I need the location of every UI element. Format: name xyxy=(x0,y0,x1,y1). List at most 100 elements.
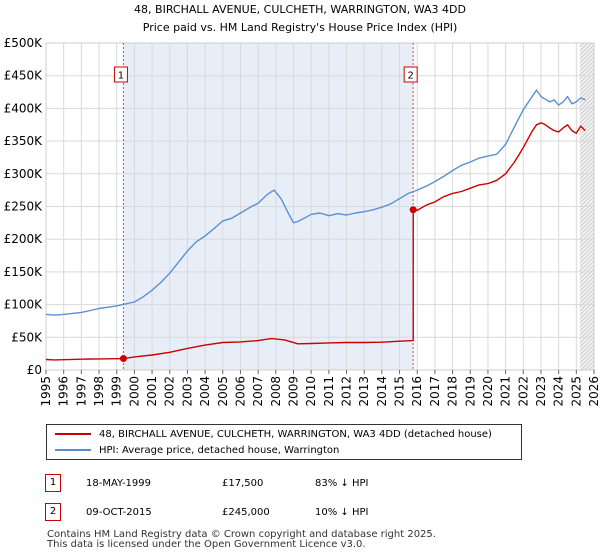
forecast-hatch xyxy=(579,348,595,364)
forecast-hatch xyxy=(579,116,595,132)
x-tick-label: 2010 xyxy=(304,376,318,407)
forecast-hatch xyxy=(579,196,595,212)
forecast-hatch xyxy=(579,48,595,64)
forecast-hatch xyxy=(579,144,595,160)
forecast-hatch xyxy=(579,284,595,300)
forecast-hatch xyxy=(579,152,595,168)
transaction-date: 09-OCT-2015 xyxy=(86,507,152,518)
forecast-hatch xyxy=(579,260,595,276)
forecast-hatch xyxy=(579,156,595,172)
forecast-hatch xyxy=(579,76,595,92)
legend: 48, BIRCHALL AVENUE, CULCHETH, WARRINGTO… xyxy=(46,424,522,460)
y-tick-label: £400K xyxy=(4,101,44,115)
forecast-hatch xyxy=(579,328,595,344)
forecast-hatch xyxy=(579,304,595,320)
x-tick-label: 1998 xyxy=(92,376,106,407)
forecast-hatch xyxy=(579,312,595,328)
forecast-hatch xyxy=(579,176,595,192)
forecast-hatch xyxy=(579,248,595,264)
forecast-hatch xyxy=(579,244,595,260)
x-tick-label: 2013 xyxy=(357,376,371,407)
forecast-hatch xyxy=(579,204,595,220)
forecast-hatch xyxy=(579,216,595,232)
forecast-hatch xyxy=(579,104,595,120)
transaction-hpi: 83% ↓ HPI xyxy=(315,478,369,489)
x-tick-label: 2004 xyxy=(198,376,212,407)
forecast-hatch xyxy=(579,344,595,360)
x-tick-label: 1997 xyxy=(74,376,88,407)
y-tick-label: £0 xyxy=(27,363,42,377)
x-tick-label: 2000 xyxy=(127,376,141,407)
legend-label-property: 48, BIRCHALL AVENUE, CULCHETH, WARRINGTO… xyxy=(99,429,492,440)
forecast-hatch xyxy=(579,108,595,124)
forecast-hatch xyxy=(579,208,595,224)
forecast-hatch xyxy=(579,42,585,48)
transaction-badge: 1 xyxy=(45,474,61,492)
y-tick-label: £250K xyxy=(4,200,44,214)
x-tick-label: 2018 xyxy=(446,376,460,407)
x-tick-label: 2007 xyxy=(251,376,265,407)
transaction-hpi: 10% ↓ HPI xyxy=(315,507,369,518)
transaction-label-box xyxy=(403,66,418,83)
x-tick-label: 2025 xyxy=(569,376,583,407)
forecast-hatch xyxy=(588,364,595,371)
forecast-hatch xyxy=(579,184,595,200)
forecast-hatch xyxy=(579,352,595,368)
forecast-hatch xyxy=(579,132,595,148)
x-tick-label: 2012 xyxy=(340,376,354,407)
forecast-hatch xyxy=(579,168,595,184)
x-tick-label: 2005 xyxy=(216,376,230,407)
x-tick-label: 2002 xyxy=(163,376,177,407)
x-tick-label: 2019 xyxy=(463,376,477,407)
legend-item-property: 48, BIRCHALL AVENUE, CULCHETH, WARRINGTO… xyxy=(55,427,492,443)
forecast-hatch xyxy=(579,42,589,52)
forecast-hatch xyxy=(579,256,595,272)
y-tick-label: £50K xyxy=(11,330,43,344)
forecast-hatch xyxy=(579,232,595,248)
forecast-hatch xyxy=(579,268,595,284)
forecast-hatch xyxy=(579,164,595,180)
hpi-line xyxy=(45,89,586,316)
forecast-hatch xyxy=(579,140,595,156)
forecast-hatch xyxy=(579,92,595,108)
x-tick-label: 2008 xyxy=(269,376,283,407)
x-tick-label: 1996 xyxy=(57,376,71,407)
x-tick-label: 2026 xyxy=(587,376,600,407)
y-tick-label: £450K xyxy=(4,69,44,83)
forecast-hatch xyxy=(579,56,595,72)
x-tick-label: 2023 xyxy=(534,376,548,407)
x-tick-label: 1995 xyxy=(39,376,53,407)
forecast-hatch xyxy=(579,124,595,140)
legend-swatch-hpi xyxy=(55,449,91,451)
price-chart: 48, BIRCHALL AVENUE, CULCHETH, WARRINGTO… xyxy=(4,3,600,407)
x-tick-label: 2001 xyxy=(145,376,159,407)
transaction-row-1: 1 18-MAY-1999 £17,500 83% ↓ HPI xyxy=(40,474,580,494)
forecast-hatch xyxy=(579,212,595,228)
forecast-hatch xyxy=(579,228,595,244)
legend-label-hpi: HPI: Average price, detached house, Warr… xyxy=(99,445,340,456)
forecast-hatch xyxy=(579,308,595,324)
y-tick-label: £350K xyxy=(4,134,44,148)
forecast-hatch xyxy=(579,340,595,356)
transaction-label-box xyxy=(113,66,128,83)
forecast-hatch xyxy=(579,220,595,236)
forecast-hatch xyxy=(579,88,595,104)
legend-item-hpi: HPI: Average price, detached house, Warr… xyxy=(55,443,339,459)
x-tick-label: 2009 xyxy=(286,376,300,407)
forecast-hatch xyxy=(579,316,595,332)
forecast-hatch xyxy=(579,148,595,164)
forecast-hatch xyxy=(579,192,595,208)
x-tick-label: 2015 xyxy=(393,376,407,407)
footer: Contains HM Land Registry data © Crown c… xyxy=(47,530,436,550)
forecast-hatch xyxy=(579,252,595,268)
forecast-hatch xyxy=(579,160,595,176)
x-tick-label: 2024 xyxy=(552,376,566,407)
forecast-hatch xyxy=(584,360,595,371)
footer-licence: This data is licensed under the Open Gov… xyxy=(47,539,366,550)
x-tick-label: 2021 xyxy=(499,376,513,407)
forecast-hatch xyxy=(579,112,595,128)
forecast-hatch xyxy=(579,288,595,304)
y-tick-label: £300K xyxy=(4,167,44,181)
forecast-hatch xyxy=(579,52,595,68)
footer-copyright: Contains HM Land Registry data © Crown c… xyxy=(47,529,436,540)
